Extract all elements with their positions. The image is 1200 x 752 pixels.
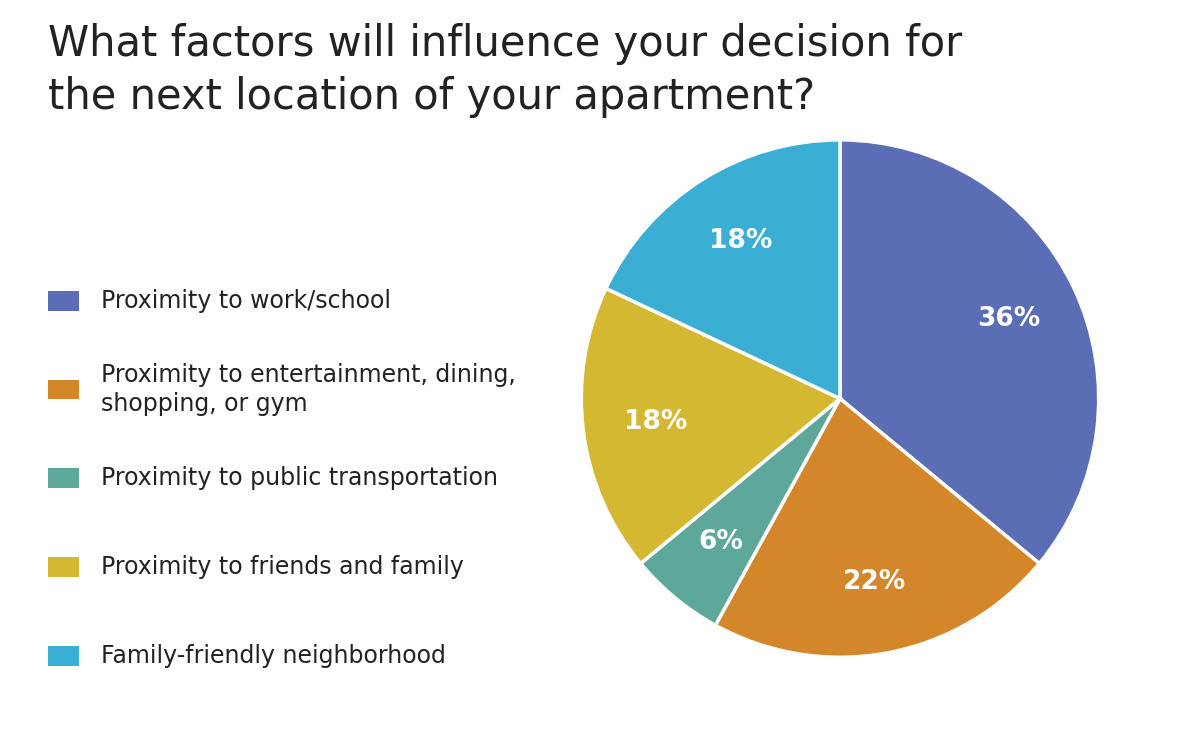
Text: 18%: 18% <box>624 409 686 435</box>
Wedge shape <box>581 289 840 563</box>
Text: 36%: 36% <box>977 306 1040 332</box>
Wedge shape <box>606 140 840 399</box>
Text: What factors will influence your decision for
the next location of your apartmen: What factors will influence your decisio… <box>48 23 962 118</box>
Text: Proximity to entertainment, dining,
shopping, or gym: Proximity to entertainment, dining, shop… <box>101 362 516 417</box>
Text: 18%: 18% <box>708 229 772 254</box>
Text: Proximity to work/school: Proximity to work/school <box>101 289 391 313</box>
Wedge shape <box>715 399 1039 657</box>
Text: Proximity to public transportation: Proximity to public transportation <box>101 466 498 490</box>
Text: 22%: 22% <box>844 569 906 595</box>
Wedge shape <box>641 399 840 625</box>
Wedge shape <box>840 140 1099 563</box>
Text: Proximity to friends and family: Proximity to friends and family <box>101 555 463 579</box>
Text: Family-friendly neighborhood: Family-friendly neighborhood <box>101 644 445 668</box>
Text: 6%: 6% <box>698 529 744 555</box>
